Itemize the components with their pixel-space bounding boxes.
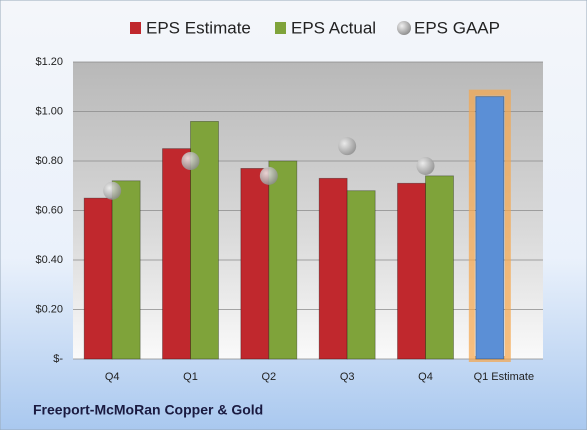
x-tick-label: Q4 — [418, 371, 433, 383]
x-tick-label: Q1 Estimate — [474, 371, 535, 383]
bar — [346, 190, 376, 360]
gaap-marker — [259, 166, 278, 185]
y-tick-label: $0.40 — [35, 254, 63, 266]
x-tick-label: Q4 — [105, 371, 120, 383]
bar — [162, 148, 191, 360]
x-tick-label: Q1 — [183, 371, 198, 383]
bar — [83, 197, 113, 360]
y-tick-label: $1.20 — [35, 56, 63, 68]
y-tick-label: $0.60 — [35, 204, 63, 216]
gaap-marker — [416, 156, 435, 175]
bar — [397, 182, 426, 360]
legend-marker — [130, 22, 141, 34]
gaap-marker — [181, 152, 200, 170]
bar — [475, 96, 505, 360]
y-tick-label: $0.20 — [35, 303, 63, 315]
legend-marker — [275, 22, 286, 34]
bar — [111, 180, 141, 360]
legend-label: EPS Actual — [291, 18, 376, 37]
y-tick-label: $1.00 — [35, 105, 63, 117]
x-tick-label: Q2 — [261, 371, 276, 383]
legend-label: EPS Estimate — [146, 18, 251, 37]
x-tick-label: Q3 — [340, 371, 355, 383]
bar — [425, 175, 454, 360]
bar — [240, 168, 270, 360]
footer: Freeport-McMoRan Copper & Gold — [33, 402, 263, 418]
legend-marker — [397, 21, 411, 35]
bar — [318, 177, 348, 360]
gaap-marker — [338, 137, 357, 156]
y-tick-label: $- — [53, 353, 63, 365]
gaap-marker — [103, 181, 122, 200]
bar — [268, 160, 298, 360]
y-tick-label: $0.80 — [35, 155, 63, 167]
legend-label: EPS GAAP — [414, 18, 500, 37]
